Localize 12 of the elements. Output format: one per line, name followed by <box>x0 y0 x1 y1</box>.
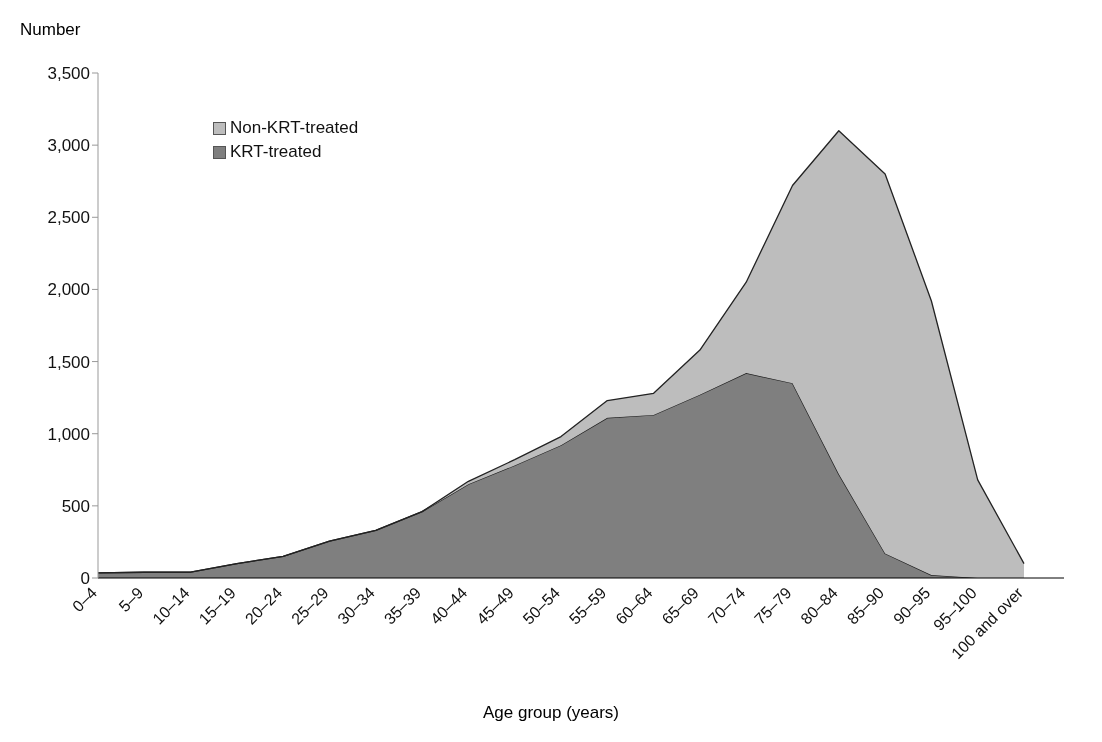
y-tick-label: 2,000 <box>47 280 90 300</box>
y-tick-label: 3,000 <box>47 136 90 156</box>
y-tick-label: 500 <box>61 496 90 516</box>
y-tick-label: 2,500 <box>47 208 90 228</box>
y-tick-label: 1,500 <box>47 352 90 372</box>
y-tick-label: 1,000 <box>47 424 90 444</box>
x-axis-title: Age group (years) <box>481 703 621 723</box>
legend-label: Non-KRT-treated <box>230 118 359 138</box>
y-axis-title: Number <box>20 20 81 40</box>
y-tick-label: 3,500 <box>47 64 90 84</box>
x-tick-label: 5–9 <box>115 584 147 615</box>
legend-label: KRT-treated <box>230 142 322 162</box>
